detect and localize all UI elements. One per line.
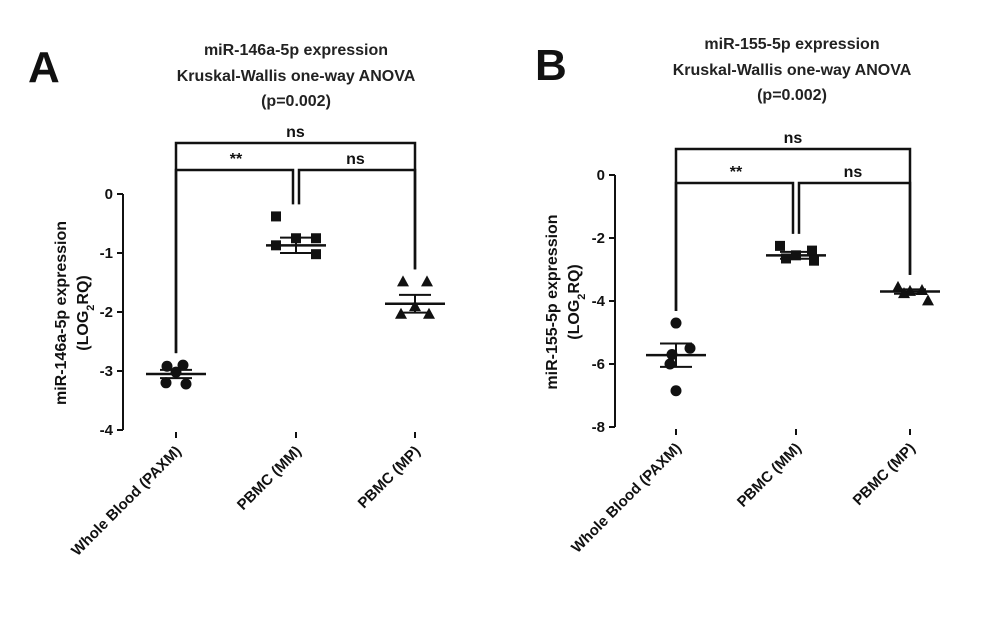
data-point-triangle bbox=[916, 283, 928, 295]
significance-bracket bbox=[674, 181, 795, 312]
x-tick-label: Whole Blood (PAXM) bbox=[68, 443, 185, 560]
y-tick-label: -1 bbox=[100, 245, 113, 262]
data-point-square bbox=[271, 240, 281, 251]
panel-letter: A bbox=[28, 43, 60, 92]
data-point-triangle bbox=[922, 294, 934, 306]
data-point-circle bbox=[161, 360, 173, 372]
x-tick-label: PBMC (MP) bbox=[850, 440, 919, 509]
significance-label: ns bbox=[346, 151, 365, 168]
y-tick-label: -2 bbox=[592, 230, 605, 247]
significance-label: ** bbox=[230, 151, 243, 168]
significance-bracket bbox=[797, 181, 912, 275]
x-tick-label: Whole Blood (PAXM) bbox=[568, 440, 685, 557]
y-tick-label: -4 bbox=[592, 293, 606, 310]
chart-title-line-1: miR-146a-5p expression bbox=[204, 42, 388, 59]
y-axis-label-line-1: miR-155-5p expression bbox=[544, 214, 561, 389]
y-axis-label-line-2: (LOG2RQ) bbox=[75, 275, 97, 350]
significance-label: ns bbox=[844, 164, 863, 181]
data-point-square bbox=[781, 253, 791, 264]
data-point-circle bbox=[664, 358, 676, 370]
data-point-square bbox=[271, 211, 281, 222]
chart-title-line-3: (p=0.002) bbox=[261, 93, 331, 110]
data-point-triangle bbox=[409, 300, 421, 312]
data-point-square bbox=[809, 255, 819, 266]
data-point-square bbox=[291, 233, 301, 244]
significance-label: ns bbox=[286, 124, 305, 141]
significance-label: ns bbox=[784, 130, 803, 147]
chart-title-line-1: miR-155-5p expression bbox=[704, 36, 879, 53]
data-point-square bbox=[791, 250, 801, 261]
chart-title-line-2: Kruskal-Wallis one-way ANOVA bbox=[673, 62, 912, 79]
data-point-circle bbox=[684, 342, 696, 354]
y-axis-label-line-1: miR-146a-5p expression bbox=[53, 221, 70, 405]
panel-a: A miR-146a-5p expression Kruskal-Wallis … bbox=[28, 42, 445, 560]
panel-b: B miR-155-5p expression Kruskal-Wallis o… bbox=[535, 36, 940, 557]
data-point-circle bbox=[177, 359, 189, 371]
data-point-circle bbox=[670, 317, 682, 329]
significance-bracket bbox=[174, 168, 295, 354]
x-tick-label: PBMC (MP) bbox=[355, 443, 424, 512]
data-point-circle bbox=[160, 377, 172, 389]
data-point-circle bbox=[180, 378, 192, 390]
data-point-triangle bbox=[395, 307, 407, 319]
data-point-triangle bbox=[898, 287, 910, 299]
data-point-square bbox=[311, 233, 321, 244]
y-axis-label: miR-146a-5p expression (LOG2RQ) bbox=[53, 221, 97, 405]
y-axis-label: miR-155-5p expression (LOG2RQ) bbox=[544, 214, 588, 389]
y-tick-label: 0 bbox=[105, 186, 113, 203]
y-tick-label: -4 bbox=[100, 422, 114, 439]
y-tick-label: -8 bbox=[592, 419, 605, 436]
data-point-circle bbox=[170, 366, 182, 378]
chart-title-line-3: (p=0.002) bbox=[757, 87, 827, 104]
y-tick-label: -2 bbox=[100, 304, 113, 321]
data-point-circle bbox=[670, 385, 682, 397]
x-tick-label: PBMC (MM) bbox=[234, 443, 305, 514]
chart-title-line-2: Kruskal-Wallis one-way ANOVA bbox=[177, 68, 416, 85]
data-point-square bbox=[311, 249, 321, 260]
data-point-triangle bbox=[423, 307, 435, 319]
data-point-square bbox=[807, 245, 817, 256]
y-tick-label: 0 bbox=[597, 167, 605, 184]
plot-area: 0 -1 -2 -3 -4 Whole Blood (PAXM) PBMC (MM) PBMC… bbox=[68, 124, 445, 560]
data-point-triangle bbox=[892, 280, 904, 292]
data-point-circle bbox=[666, 349, 678, 361]
y-tick-label: -6 bbox=[592, 356, 605, 373]
y-tick-label: -3 bbox=[100, 363, 113, 380]
x-tick-label: PBMC (MM) bbox=[734, 440, 805, 511]
plot-area: 0 -2 -4 -6 -8 Whole Blood (PAXM) PBMC (MM) PBMC… bbox=[568, 130, 940, 557]
panel-letter: B bbox=[535, 41, 567, 90]
data-point-square bbox=[775, 240, 785, 251]
data-point-triangle bbox=[397, 275, 409, 287]
y-axis-label-line-2: (LOG2RQ) bbox=[566, 264, 588, 339]
significance-bracket bbox=[297, 168, 417, 270]
data-point-triangle bbox=[421, 275, 433, 287]
significance-label: ** bbox=[730, 164, 743, 181]
